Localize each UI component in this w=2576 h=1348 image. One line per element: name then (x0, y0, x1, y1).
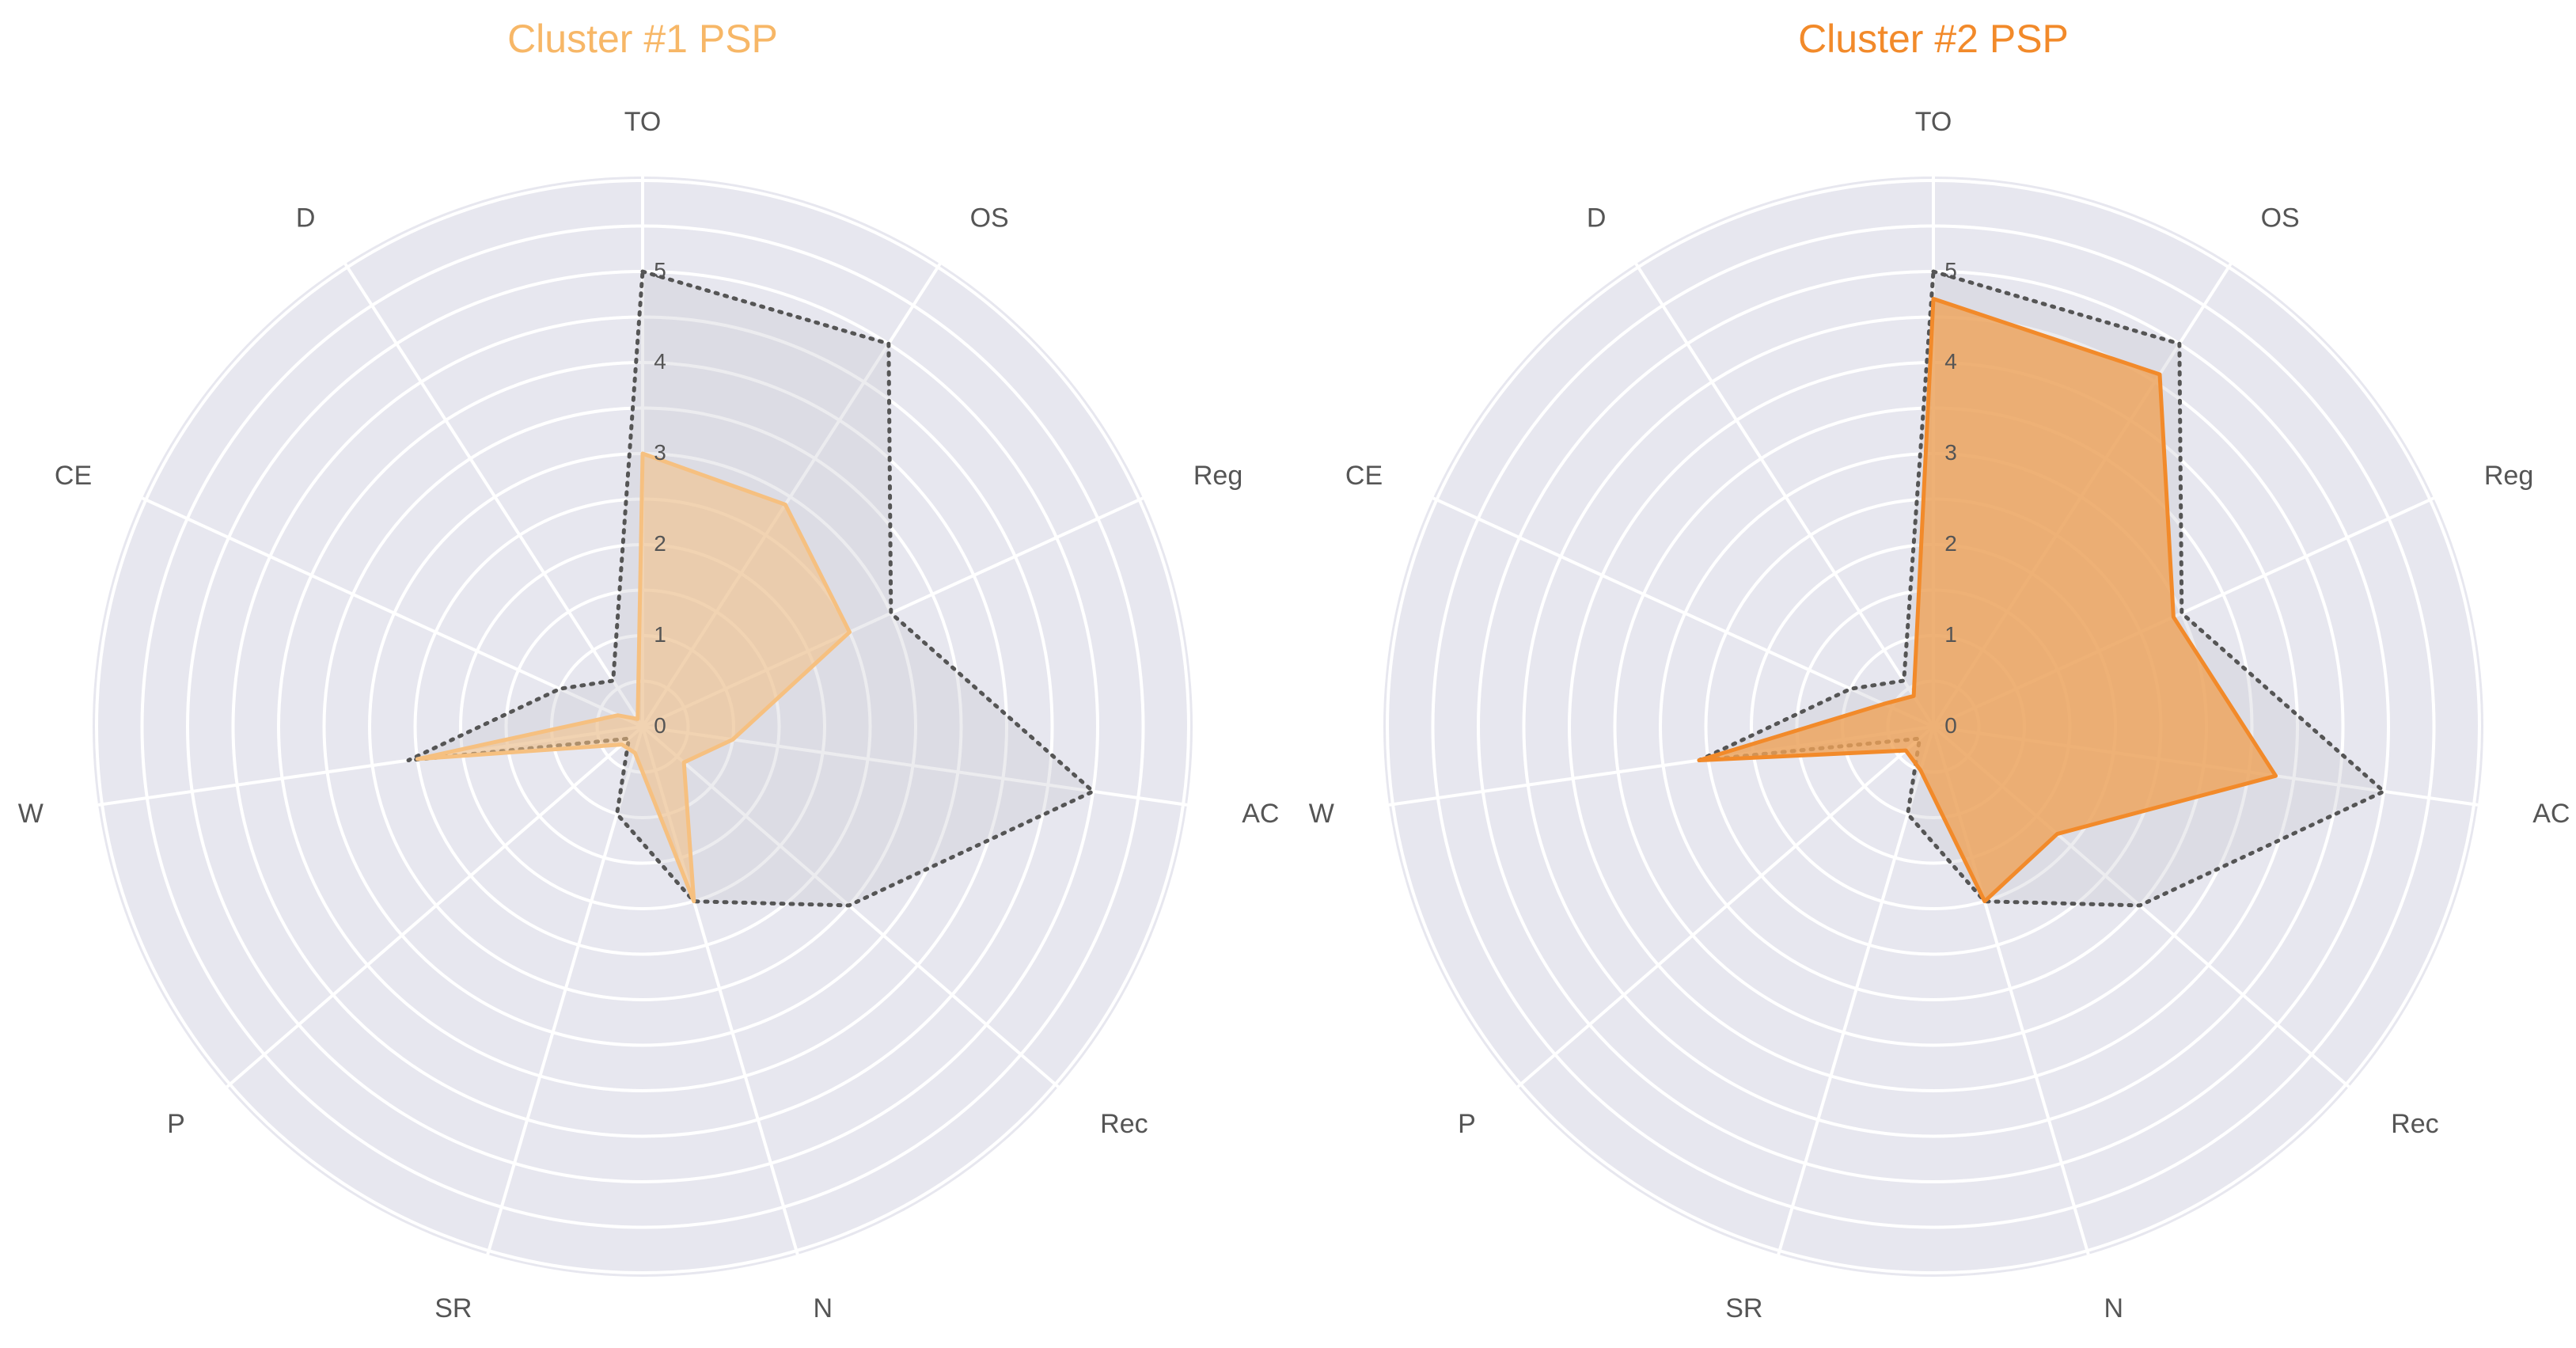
axis-label-n: N (814, 1293, 833, 1323)
radial-tick-label: 4 (1944, 349, 1957, 374)
axis-label-d: D (296, 203, 316, 233)
radial-tick-label: 5 (1944, 258, 1957, 283)
radial-tick-label: 3 (654, 440, 666, 465)
radial-tick-label: 1 (654, 622, 666, 647)
axis-label-p: P (1458, 1109, 1476, 1139)
radial-tick-label: 2 (1944, 531, 1957, 556)
grid-spoke (1634, 263, 1935, 728)
axis-label-os: OS (2261, 203, 2300, 233)
axis-label-to: TO (624, 107, 662, 137)
grid-spoke (1432, 496, 1934, 728)
grid-spoke (141, 496, 643, 728)
axis-label-n: N (2104, 1293, 2124, 1323)
radial-tick-label: 3 (1944, 440, 1957, 465)
grid-spoke (1516, 725, 1935, 1088)
radial-tick-label: 0 (1944, 713, 1957, 738)
axis-label-reg: Reg (1193, 461, 1242, 491)
axis-label-w: W (1309, 799, 1334, 829)
axis-label-rec: Rec (2391, 1109, 2438, 1139)
axis-label-w: W (18, 799, 44, 829)
radial-tick-label: 0 (654, 713, 666, 738)
axis-label-ce: CE (55, 461, 92, 491)
series-cluster-area (415, 451, 852, 904)
grid-spoke (1777, 726, 1935, 1255)
chart-title: Cluster #1 PSP (507, 17, 778, 61)
axis-label-ac: AC (1242, 799, 1279, 829)
chart-title: Cluster #2 PSP (1798, 17, 2069, 61)
radial-tick-label: 2 (654, 531, 666, 556)
axis-label-sr: SR (1725, 1293, 1762, 1323)
axis-label-ac: AC (2532, 799, 2570, 829)
axis-label-d: D (1587, 203, 1607, 233)
radar-chart-cluster-2: Cluster #2 PSP 0 1 2 3 4 5 TO OS Reg AC Rec N SR P W CE… (1309, 17, 2570, 1323)
axis-label-reg: Reg (2484, 461, 2533, 491)
radial-tick-label: 5 (654, 258, 666, 283)
axis-label-p: P (167, 1109, 185, 1139)
radar-chart-cluster-1: Cluster #1 PSP 0 1 2 3 4 5 TO OS Reg AC Rec N SR P W CE… (18, 17, 1280, 1323)
axis-label-to: TO (1915, 107, 1952, 137)
grid-spoke (486, 726, 644, 1255)
axis-label-rec: Rec (1100, 1109, 1148, 1139)
axis-label-ce: CE (1345, 461, 1383, 491)
axis-label-os: OS (970, 203, 1009, 233)
series-cluster-area (1697, 297, 2278, 904)
axis-label-sr: SR (434, 1293, 472, 1323)
radial-tick-label: 4 (654, 349, 666, 374)
radial-tick-label: 1 (1944, 622, 1957, 647)
grid-spoke (226, 725, 644, 1088)
grid-spoke (343, 263, 644, 728)
